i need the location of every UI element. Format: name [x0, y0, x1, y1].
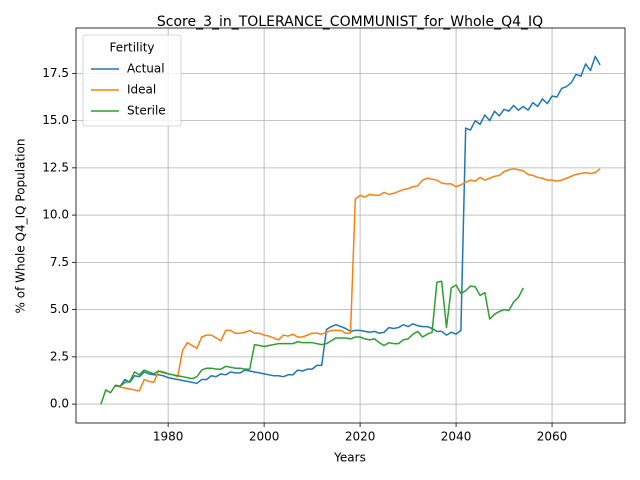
- legend-label: Ideal: [127, 83, 156, 97]
- legend-label: Sterile: [127, 104, 166, 118]
- legend: Fertility Actual Ideal Sterile: [82, 34, 182, 127]
- y-tick-label: 2.5: [50, 349, 69, 363]
- x-tick-label: 2000: [249, 430, 280, 444]
- y-tick-label: 5.0: [50, 302, 69, 316]
- y-tick-label: 15.0: [42, 113, 69, 127]
- y-tick-label: 0.0: [50, 397, 69, 411]
- y-tick-label: 12.5: [42, 160, 69, 174]
- y-tick-label: 10.0: [42, 208, 69, 222]
- plot-frame: [75, 27, 626, 424]
- y-tick-label: 7.5: [50, 255, 69, 269]
- y-tick-label: 17.5: [42, 66, 69, 80]
- x-tick-label: 1980: [153, 430, 184, 444]
- y-axis-label: % of Whole Q4_IQ Population: [14, 139, 28, 314]
- grid: [76, 28, 625, 423]
- x-tick-label: 2060: [537, 430, 568, 444]
- legend-title: Fertility: [109, 41, 154, 55]
- series-line: [115, 55, 601, 387]
- ticks: 1980 2000 2020 2040 2060 0.0 2.5 5.0 7.5 10.0 12.5…: [42, 66, 567, 444]
- lines: [100, 55, 601, 405]
- series-line: [115, 168, 601, 392]
- x-tick-label: 2020: [345, 430, 376, 444]
- legend-box: [82, 34, 182, 127]
- x-axis-label: Years: [333, 451, 366, 465]
- legend-label: Actual: [127, 62, 165, 76]
- x-tick-label: 2040: [441, 430, 472, 444]
- series-line: [100, 280, 524, 405]
- chart-title: Score_3_in_TOLERANCE_COMMUNIST_for_Whole…: [157, 14, 543, 30]
